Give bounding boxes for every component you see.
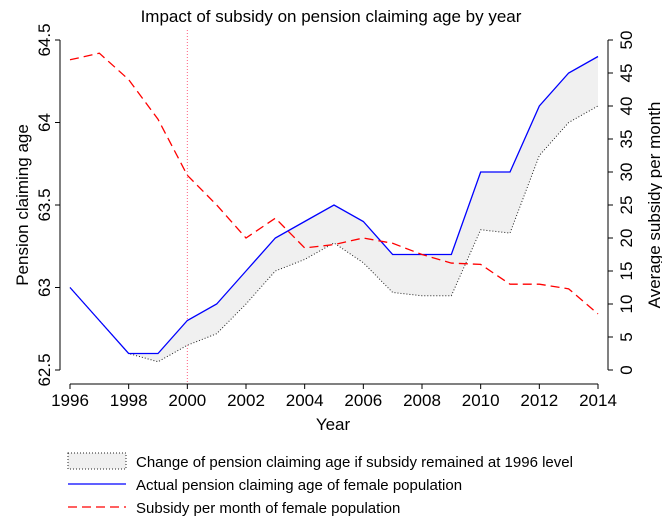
x-tick-label: 2000 xyxy=(168,391,206,410)
y2-tick-label: 0 xyxy=(617,365,636,374)
y-tick-label: 63.5 xyxy=(35,188,54,221)
chart-title: Impact of subsidy on pension claiming ag… xyxy=(141,7,522,26)
y-axis-label: Pension claiming age xyxy=(13,124,32,286)
y2-axis-label: Average subsidy per month xyxy=(645,102,662,309)
x-tick-label: 2010 xyxy=(462,391,500,410)
x-tick-label: 2006 xyxy=(344,391,382,410)
y-tick-label: 63 xyxy=(35,278,54,297)
legend-label: Subsidy per month of female population xyxy=(136,500,400,517)
y2-tick-label: 50 xyxy=(617,31,636,50)
y-tick-label: 62.5 xyxy=(35,353,54,386)
y-tick-label: 64 xyxy=(35,113,54,132)
x-tick-label: 2012 xyxy=(520,391,558,410)
x-tick-label: 1998 xyxy=(110,391,148,410)
series-line xyxy=(69,55,599,355)
y2-tick-label: 15 xyxy=(617,262,636,281)
series-line xyxy=(69,52,599,315)
x-tick-label: 2004 xyxy=(286,391,324,410)
x-axis-label: Year xyxy=(316,415,351,434)
x-tick-label: 2008 xyxy=(403,391,441,410)
x-tick-label: 2002 xyxy=(227,391,265,410)
y2-tick-label: 45 xyxy=(617,64,636,83)
y2-tick-label: 25 xyxy=(617,196,636,215)
y2-tick-label: 40 xyxy=(617,97,636,116)
legend-label: Change of pension claiming age if subsid… xyxy=(136,454,573,471)
y2-tick-label: 35 xyxy=(617,130,636,149)
x-tick-label: 1996 xyxy=(51,391,89,410)
y2-tick-label: 10 xyxy=(617,295,636,314)
y2-tick-label: 20 xyxy=(617,229,636,248)
legend-label: Actual pension claiming age of female po… xyxy=(136,477,462,494)
y-tick-label: 64.5 xyxy=(35,23,54,56)
band-fill xyxy=(70,56,598,362)
y2-tick-label: 5 xyxy=(617,332,636,341)
legend-swatch xyxy=(67,452,127,470)
y2-tick-label: 30 xyxy=(617,163,636,182)
x-tick-label: 2014 xyxy=(579,391,617,410)
